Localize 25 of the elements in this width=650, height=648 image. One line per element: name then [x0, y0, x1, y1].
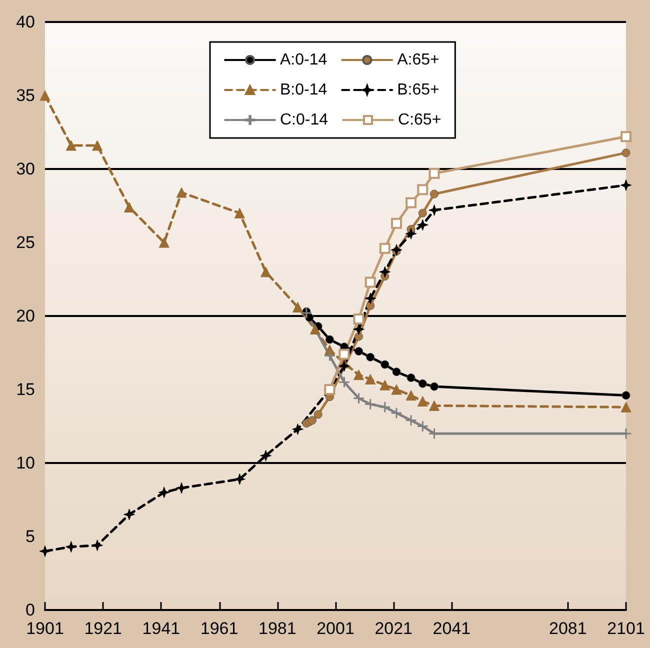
y-tick-label: 0 — [26, 600, 35, 620]
x-tick-label: 1981 — [258, 619, 296, 638]
x-tick-label: 2101 — [607, 619, 645, 638]
y-tick-label: 10 — [16, 454, 35, 472]
legend-label: B:0-14 — [280, 82, 328, 98]
y-tick-label: 35 — [16, 86, 35, 105]
y-tick-label: 40 — [16, 12, 35, 32]
y-tick-label: 30 — [16, 160, 35, 178]
y-tick-label: 15 — [16, 380, 35, 399]
y-tick-label: 20 — [16, 306, 35, 326]
x-tick-label: 2001 — [316, 619, 354, 638]
y-tick-label: 5 — [26, 527, 35, 546]
x-tick-label: 2041 — [432, 619, 471, 638]
legend-label: A:0-14 — [280, 52, 328, 68]
legend-label: C:65+ — [398, 112, 442, 128]
legend-label: B:65+ — [397, 82, 440, 98]
x-tick-label: 1921 — [84, 619, 122, 638]
x-tick-label: 1901 — [26, 619, 64, 638]
legend-label: A:65+ — [397, 52, 440, 68]
x-tick-label: 2021 — [374, 619, 413, 638]
legend-label: C:0-14 — [280, 112, 328, 128]
x-tick-label: 2081 — [548, 619, 587, 638]
x-tick-label: 1941 — [142, 619, 180, 638]
y-tick-label: 25 — [16, 233, 35, 252]
x-tick-label: 1961 — [200, 619, 238, 638]
